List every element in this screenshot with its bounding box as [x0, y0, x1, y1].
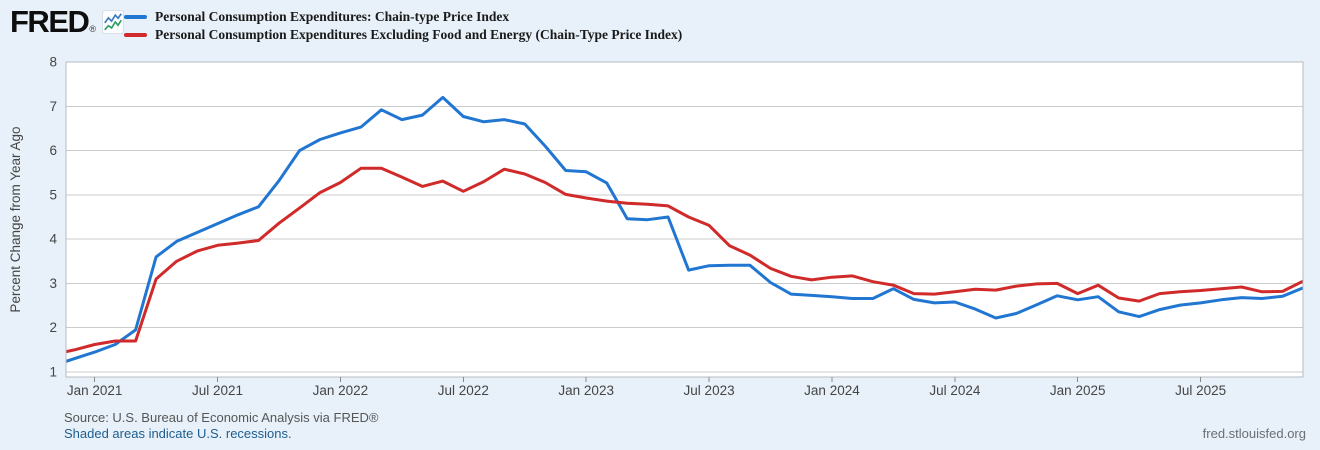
- x-tick-label: Jan 2023: [558, 383, 614, 398]
- y-tick-label: 4: [49, 232, 57, 247]
- y-axis-title: Percent Change from Year Ago: [8, 126, 23, 312]
- plot-border: [65, 61, 1304, 378]
- y-tick-label: 1: [49, 365, 57, 380]
- y-tick-label: 6: [49, 143, 57, 158]
- x-tick-label: Jul 2022: [438, 383, 489, 398]
- x-tick-label: Jul 2025: [1175, 383, 1226, 398]
- legend-label-pce: Personal Consumption Expenditures: Chain…: [155, 9, 510, 24]
- x-tick-label: Jan 2022: [313, 383, 369, 398]
- fred-site-link[interactable]: fred.stlouisfed.org: [1202, 426, 1306, 441]
- series-line-core-pce: [66, 166, 1303, 354]
- plot-area[interactable]: [66, 62, 1303, 377]
- registered-mark: ®: [89, 24, 97, 34]
- fred-logo[interactable]: FRED ®: [10, 4, 125, 39]
- y-tick-label: 7: [49, 99, 57, 114]
- chart-legend: Personal Consumption Expenditures: Chain…: [124, 8, 682, 44]
- x-tick-label: Jan 2021: [67, 383, 123, 398]
- legend-item-core-pce: Personal Consumption Expenditures Exclud…: [124, 26, 682, 44]
- y-tick-label: 8: [49, 55, 57, 70]
- x-tick-label: Jan 2024: [804, 383, 860, 398]
- recessions-link[interactable]: Shaded areas indicate U.S. recessions.: [64, 426, 292, 441]
- y-tick-label: 5: [49, 187, 57, 202]
- y-tick-label: 2: [49, 320, 57, 335]
- y-tick-label: 3: [49, 276, 57, 291]
- source-note: Source: U.S. Bureau of Economic Analysis…: [64, 410, 379, 425]
- fred-logo-text: FRED: [10, 4, 90, 39]
- legend-item-pce: Personal Consumption Expenditures: Chain…: [124, 8, 682, 26]
- legend-label-core-pce: Personal Consumption Expenditures Exclud…: [155, 27, 683, 42]
- x-tick-label: Jul 2021: [192, 383, 243, 398]
- legend-line-swatch-blue: [124, 15, 147, 19]
- series-line-pce: [66, 95, 1303, 363]
- x-tick-label: Jan 2025: [1050, 383, 1106, 398]
- x-tick-label: Jul 2023: [684, 383, 735, 398]
- legend-line-swatch-red: [124, 33, 147, 37]
- x-tick-label: Jul 2024: [929, 383, 981, 398]
- fred-sparkline-icon: [102, 10, 125, 34]
